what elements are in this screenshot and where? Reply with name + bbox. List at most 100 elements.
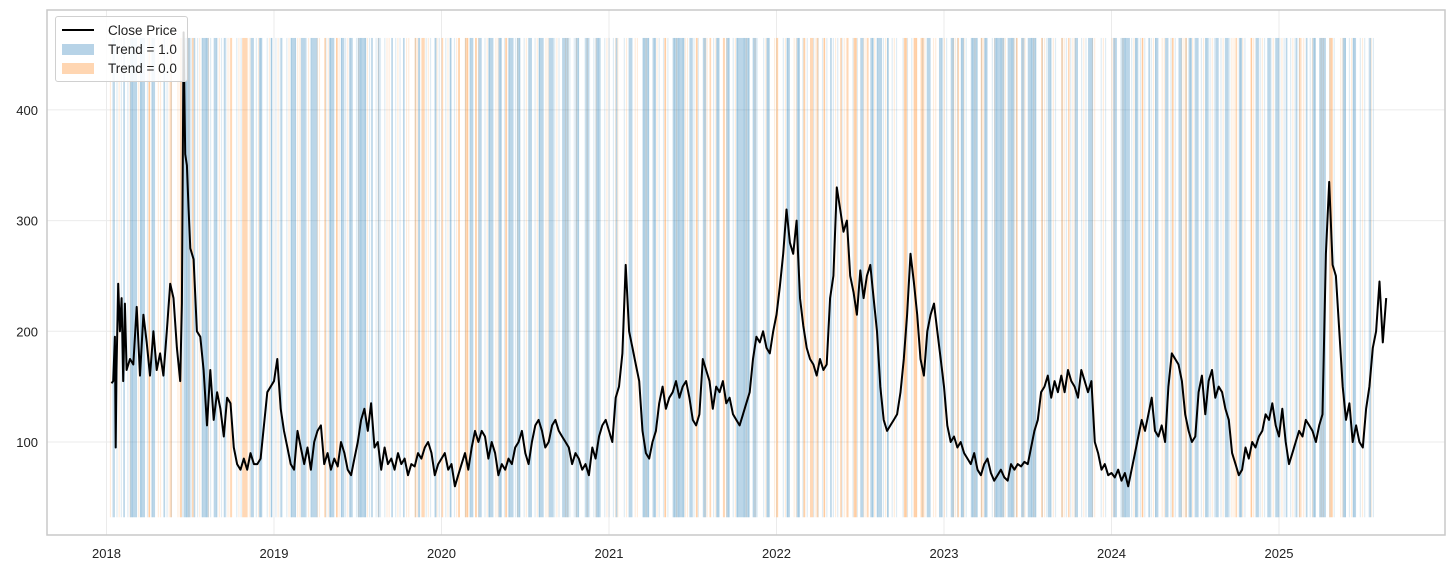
trend-0-band xyxy=(846,37,849,518)
trend-stripe xyxy=(554,37,556,518)
trend-stripe xyxy=(667,37,669,518)
trend-0-band xyxy=(464,37,469,518)
trend-1-band xyxy=(1155,37,1159,518)
trend-stripe xyxy=(249,37,251,518)
trend-1-band xyxy=(310,37,318,518)
trend-stripe xyxy=(325,37,327,518)
trend-stripe xyxy=(852,37,854,518)
gridlines xyxy=(47,10,1445,535)
trend-stripe xyxy=(445,37,447,518)
trend-stripe xyxy=(1272,37,1274,518)
trend-stripe xyxy=(588,37,591,518)
x-tick-label: 2020 xyxy=(427,546,456,561)
trend-1-band xyxy=(1275,37,1279,518)
trend-stripe xyxy=(538,37,541,518)
trend-stripe xyxy=(1024,37,1026,518)
trend-stripe xyxy=(499,37,501,518)
trend-stripe xyxy=(336,37,338,518)
trend-stripe xyxy=(1113,37,1115,518)
trend-stripe xyxy=(1015,37,1017,518)
trend-stripe xyxy=(662,37,665,518)
trend-stripe xyxy=(327,37,329,518)
trend-stripe xyxy=(434,37,436,518)
trend-stripe xyxy=(911,37,913,518)
trend-1-band xyxy=(538,37,544,518)
legend-label: Close Price xyxy=(108,22,178,38)
trend-stripe xyxy=(405,37,408,518)
trend-stripe xyxy=(1172,37,1174,518)
legend-item-trend-1: Trend = 1.0 xyxy=(62,40,177,58)
trend-stripe xyxy=(893,37,895,518)
trend-1-band xyxy=(469,37,474,518)
trend-stripe xyxy=(316,37,318,518)
trend-0-band xyxy=(664,37,666,518)
trend-0-band xyxy=(1041,37,1043,518)
trend-stripe xyxy=(647,37,649,518)
trend-stripe xyxy=(767,37,769,518)
trend-stripe xyxy=(379,37,382,518)
trend-stripe xyxy=(991,37,993,518)
trend-stripe xyxy=(109,37,112,518)
trend-stripe xyxy=(1183,37,1185,518)
trend-1-band xyxy=(585,37,589,518)
trend-stripe xyxy=(140,37,142,518)
y-tick-label: 200 xyxy=(16,324,38,339)
trend-stripe xyxy=(843,37,845,518)
trend-stripe xyxy=(985,37,987,518)
trend-1-band xyxy=(1188,37,1192,518)
trend-0-band xyxy=(242,37,248,518)
trend-stripe xyxy=(268,37,271,518)
trend-stripe xyxy=(1161,37,1163,518)
trend-stripe xyxy=(414,37,416,518)
trend-stripe xyxy=(1281,37,1283,518)
trend-stripe xyxy=(536,37,538,518)
trend-stripe xyxy=(514,37,517,518)
trend-stripe xyxy=(1351,37,1353,518)
trend-stripe xyxy=(972,37,974,518)
trend-1-band xyxy=(984,37,988,518)
trend-stripe xyxy=(976,37,978,518)
trend-stripe xyxy=(1054,37,1057,518)
trend-stripe xyxy=(1229,37,1231,518)
trend-stripe xyxy=(804,37,806,518)
trend-1-band xyxy=(1267,37,1271,518)
trend-stripe xyxy=(926,37,928,518)
trend-stripe xyxy=(697,37,699,518)
trend-1-band xyxy=(449,37,452,518)
trend-1-band xyxy=(830,37,832,518)
trend-1-band xyxy=(1134,37,1139,518)
trend-stripe xyxy=(1081,37,1083,518)
trend-stripe xyxy=(895,37,898,518)
trend-stripe xyxy=(597,37,599,518)
trend-stripe xyxy=(826,37,828,518)
trend-stripe xyxy=(408,37,410,518)
trend-stripe xyxy=(286,37,288,518)
line-swatch-icon xyxy=(62,29,94,31)
trend-stripe xyxy=(787,37,789,518)
trend-stripe xyxy=(1011,37,1013,518)
trend-stripe xyxy=(924,37,926,518)
trend-stripe xyxy=(983,37,985,518)
trend-stripe xyxy=(821,37,824,518)
trend-stripe xyxy=(260,37,262,518)
trend-1-band xyxy=(140,37,146,518)
trend-stripe xyxy=(1368,37,1370,518)
trend-0-band xyxy=(191,37,194,518)
trend-0-band xyxy=(441,37,444,518)
trend-stripe xyxy=(726,37,728,518)
trend-0-band xyxy=(1329,37,1333,518)
trend-stripe xyxy=(508,37,510,518)
trend-stripe xyxy=(706,37,708,518)
trend-stripe xyxy=(1124,37,1126,518)
trend-stripe xyxy=(112,37,114,518)
trend-stripe xyxy=(841,37,843,518)
trend-1-band xyxy=(1319,37,1326,518)
trend-stripe xyxy=(340,37,342,518)
trend-stripe xyxy=(157,37,159,518)
trend-stripe xyxy=(980,37,983,518)
trend-stripe xyxy=(1344,37,1346,518)
trend-stripe xyxy=(129,37,131,518)
trend-1-band xyxy=(1047,37,1052,518)
trend-0-band xyxy=(816,37,819,518)
